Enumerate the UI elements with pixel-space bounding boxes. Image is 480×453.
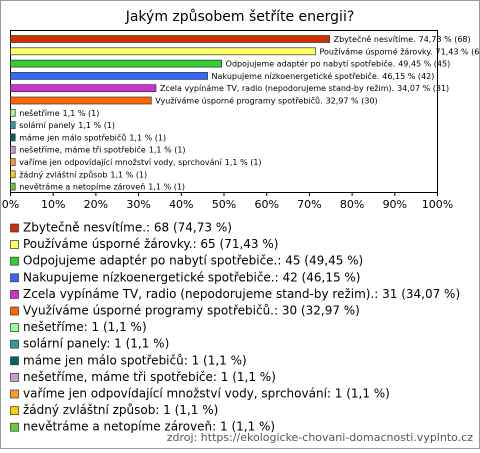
bar	[10, 72, 208, 80]
legend-swatch	[10, 422, 19, 432]
x-tick-label: 70%	[297, 198, 321, 211]
legend-label: Odpojujeme adaptér po nabytí spotřebiče.…	[23, 254, 363, 268]
bar-label: Nakupujeme nízkoenergetické spotřebiče. 4…	[212, 70, 435, 80]
x-tick-label: 50%	[212, 198, 236, 211]
bar-label: nešetříme, máme tři spotřebiče 1,1 % (1)	[19, 144, 185, 154]
bar	[10, 59, 223, 68]
bar-label-value: 1,1 % (1)	[225, 158, 262, 167]
bar-label-value: 32,97 % (30)	[326, 96, 378, 105]
bar-label-value: 46,15 % (42)	[382, 71, 434, 80]
bar-label: Odpojujeme adaptér po nabytí spotřebiče.…	[226, 58, 451, 68]
legend-label: Nakupujeme nízkoenergetické spotřebiče.:…	[23, 270, 360, 284]
bar-label-value: 1,1 % (1)	[148, 182, 185, 191]
legend-label: Zbytečně nesvítíme.: 68 (74,73 %)	[23, 221, 232, 235]
legend-swatch	[10, 323, 19, 332]
legend-swatch	[10, 223, 19, 233]
x-tick-label: 30%	[126, 198, 150, 211]
bar	[10, 84, 157, 93]
x-tick-label: 10%	[41, 198, 65, 211]
bar-label-category: Odpojujeme adaptér po nabytí spotřebiče.	[226, 58, 396, 68]
bar-label-category: máme jen málo spotřebičů	[19, 132, 126, 142]
bar-label-value: 34,07 % (31)	[397, 84, 449, 93]
bar-label: Zbytečně nesvítíme. 74,73 % (68)	[334, 34, 471, 44]
legend-label: nešetříme: 1 (1,1 %)	[23, 320, 147, 334]
chart-title: Jakým způsobem šetříte energii?	[125, 9, 355, 25]
bar-label-value: 1,1 % (1)	[149, 145, 186, 154]
legend-swatch	[10, 406, 19, 415]
legend-swatch	[10, 256, 19, 266]
bar-label-value: 1,1 % (1)	[78, 121, 115, 130]
legend-swatch	[10, 339, 19, 349]
legend-swatch	[10, 389, 19, 399]
bar-label: Zcela vypínáme TV, radio (nepodorujeme s…	[160, 84, 449, 93]
bar-label-category: Zcela vypínáme TV, radio (nepodorujeme s…	[160, 84, 394, 93]
legend-label: vaříme jen odpovídající množství vody, s…	[23, 387, 390, 401]
legend-swatch	[10, 306, 19, 316]
bar-label: žádný zvláštní způsob 1,1 % (1)	[19, 169, 147, 179]
bar-label: nevětráme a netopíme zároveň 1,1 % (1)	[19, 181, 185, 191]
bar	[10, 170, 16, 179]
bar-label-category: nešetříme	[19, 107, 60, 117]
legend-swatch	[10, 290, 19, 299]
bar-label-category: Zbytečně nesvítíme.	[334, 34, 416, 44]
legend-label: Používáme úsporné žárovky.: 65 (71,43 %)	[23, 237, 278, 251]
bar-label-category: Používáme úsporné žárovky.	[320, 46, 433, 56]
bar-label-category: nešetříme, máme tři spotřebiče	[19, 144, 146, 154]
legend-label: máme jen málo spotřebičů: 1 (1,1 %)	[23, 353, 247, 367]
bar	[10, 145, 16, 154]
legend-label: Zcela vypínáme TV, radio (nepodorujeme s…	[23, 287, 460, 301]
bar	[10, 158, 16, 166]
legend-label: solární panely: 1 (1,1 %)	[23, 337, 169, 351]
bar-label-category: Využíváme úsporné programy spotřebičů.	[155, 95, 322, 105]
legend-swatch	[10, 240, 19, 249]
bar-label: Používáme úsporné žárovky.71,43 % (65)	[320, 46, 480, 56]
bar-label-value: 1,1 % (1)	[129, 133, 166, 142]
bar-label: Využíváme úsporné programy spotřebičů. 32…	[155, 95, 377, 105]
legend-label: nevětráme a netopíme zároveň: 1 (1,1 %)	[23, 420, 275, 434]
bar	[10, 121, 16, 129]
bar-label-category: solární panely	[19, 121, 75, 130]
bar-label-value: 74,73 % (68)	[419, 35, 471, 44]
bar-label-value: 1,1 % (1)	[63, 108, 100, 117]
bar-label-value: 71,43 % (65)	[436, 47, 480, 56]
legend-label: žádný zvláštní způsob: 1 (1,1 %)	[23, 403, 218, 417]
x-tick-label: 20%	[84, 198, 108, 211]
x-tick-label: 90%	[383, 198, 407, 211]
bar	[10, 47, 316, 56]
bar-label-category: žádný zvláštní způsob	[19, 169, 107, 179]
x-tick-label: 100%	[422, 198, 453, 211]
bar-label: vaříme jen odpovídající množství vody, s…	[19, 158, 261, 167]
bar-label-value: 49,45 % (45)	[398, 59, 450, 68]
bar-label: máme jen málo spotřebičů 1,1 % (1)	[19, 132, 166, 142]
legend-label: nešetříme, máme tři spotřebiče: 1 (1,1 %…	[23, 370, 276, 384]
bar	[10, 96, 152, 105]
bar-label-category: vaříme jen odpovídající množství vody, s…	[19, 158, 222, 167]
legend-swatch	[10, 373, 19, 382]
bar	[10, 182, 16, 191]
x-tick-label: 0%	[2, 198, 19, 211]
bar	[10, 35, 330, 43]
source: zdroj: https://ekologicke-chovani-domacn…	[167, 431, 473, 444]
bar	[10, 108, 16, 117]
legend-label: Využíváme úsporné programy spotřebičů.: …	[23, 304, 360, 318]
bar	[10, 133, 16, 142]
x-tick-label: 80%	[340, 198, 364, 211]
legend-swatch	[10, 356, 19, 366]
bar-label-category: Nakupujeme nízkoenergetické spotřebiče.	[212, 70, 380, 80]
x-tick-label: 40%	[169, 198, 193, 211]
x-tick-label: 60%	[254, 198, 278, 211]
legend-swatch	[10, 273, 19, 283]
bar-label: solární panely 1,1 % (1)	[19, 121, 115, 130]
bar-label-category: nevětráme a netopíme zároveň	[19, 181, 145, 191]
bar-label: nešetříme 1,1 % (1)	[19, 107, 99, 117]
bar-label-value: 1,1 % (1)	[110, 170, 147, 179]
